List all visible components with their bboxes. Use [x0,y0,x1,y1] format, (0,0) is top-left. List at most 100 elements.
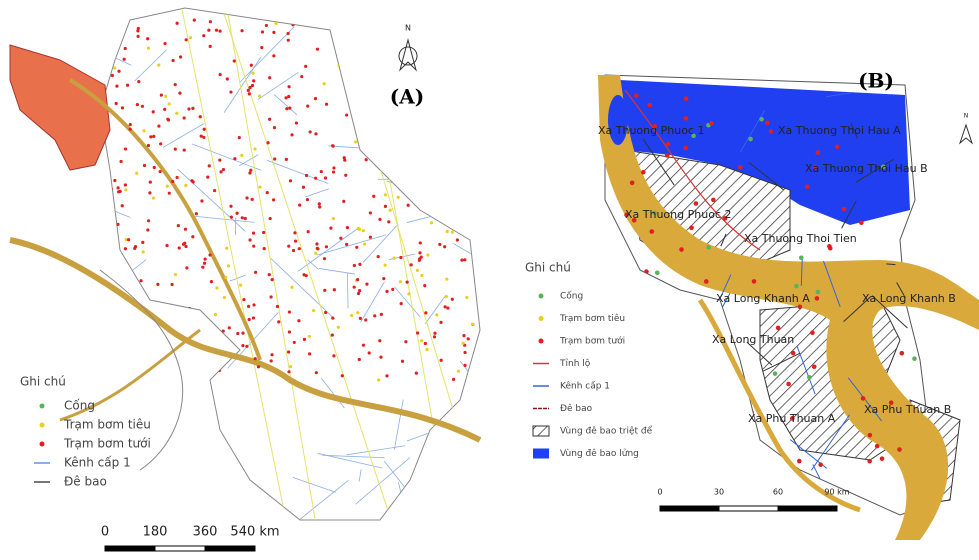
point [308,335,311,338]
point [200,199,203,202]
point [427,54,430,57]
point [367,52,370,55]
point [660,412,665,417]
point [288,107,291,110]
point [457,370,460,373]
point [203,262,206,265]
point [293,341,296,344]
point [172,59,175,62]
point [215,29,218,32]
point [289,179,292,182]
legend-label: Kênh cấp 1 [560,381,610,392]
point [122,271,125,274]
point [118,267,121,270]
point [168,192,171,195]
point [389,209,392,212]
point [146,228,149,231]
point [236,332,239,335]
point [630,181,635,186]
point [332,166,335,169]
point [331,20,334,23]
point [254,271,257,274]
point [446,230,449,233]
point [368,351,371,354]
point [183,116,186,119]
point [345,243,348,246]
point [704,279,709,284]
point [210,343,213,346]
point [359,317,362,320]
point [443,245,446,248]
point [358,289,361,292]
canal [372,37,398,52]
point [683,146,688,151]
point [419,241,422,244]
point [120,160,123,163]
legend-label: Tỉnh lộ [559,358,591,369]
point [136,35,139,38]
point [807,375,812,380]
point [684,96,689,101]
point [456,238,459,241]
point [226,77,229,80]
point [467,337,470,340]
point [401,360,404,363]
point [249,169,252,172]
point [304,65,307,68]
point [198,357,201,360]
legend-title: Ghi chú [525,261,571,275]
point [373,76,376,79]
canal [173,504,182,538]
point [463,351,466,354]
point [425,141,428,144]
point [121,204,124,207]
point [189,36,192,39]
point [794,284,799,289]
point [450,27,453,30]
point [818,462,823,467]
point [662,366,667,371]
point [209,45,212,48]
point [99,62,102,65]
point [425,348,428,351]
point [115,85,118,88]
point [684,116,689,121]
point [797,459,802,464]
point [262,231,265,234]
point [193,18,196,21]
canal [421,477,478,511]
point [331,144,334,147]
point [669,400,674,405]
point [410,175,413,178]
point [179,55,182,58]
point [124,183,127,186]
point [260,46,263,49]
point [339,237,342,240]
point [277,320,280,323]
point [463,258,466,261]
point [666,401,671,406]
scale-label: 360 [193,525,218,540]
point [117,190,120,193]
point [245,196,248,199]
point [113,66,116,69]
canal [150,373,179,379]
point [420,274,423,277]
point [404,340,407,343]
point [634,93,639,98]
point [288,330,291,333]
point [369,211,372,214]
legend-label: Trạm bơm tiêu [559,313,625,324]
point [182,243,185,246]
point [314,97,317,100]
point [390,133,393,136]
point [670,458,675,463]
point [318,205,321,208]
point [356,278,359,281]
point [759,117,764,122]
point [350,47,353,50]
point [124,247,127,250]
point [178,315,181,318]
canal [655,452,683,465]
